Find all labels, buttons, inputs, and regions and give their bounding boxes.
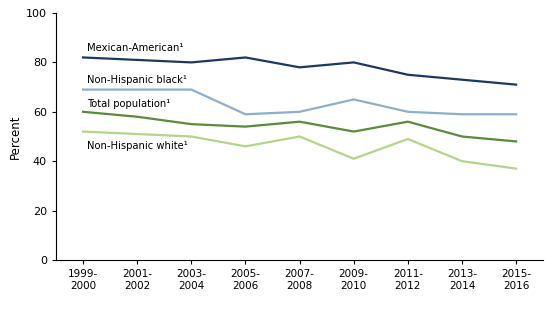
Text: Non-Hispanic white¹: Non-Hispanic white¹ bbox=[87, 141, 188, 151]
Text: Non-Hispanic black¹: Non-Hispanic black¹ bbox=[87, 75, 187, 85]
Text: Mexican-American¹: Mexican-American¹ bbox=[87, 43, 184, 53]
Y-axis label: Percent: Percent bbox=[9, 114, 22, 159]
Text: Total population¹: Total population¹ bbox=[87, 99, 171, 110]
